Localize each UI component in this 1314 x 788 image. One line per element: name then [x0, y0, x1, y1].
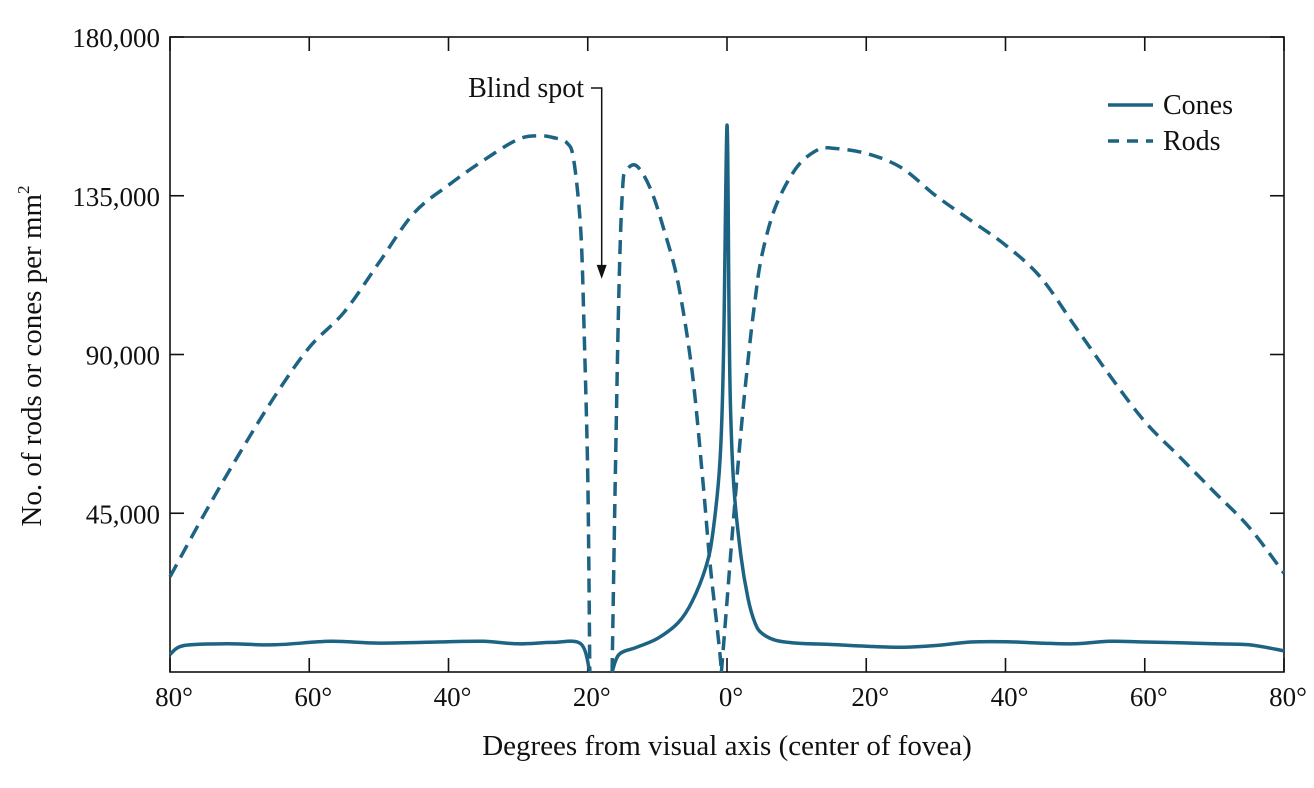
y-axis-title: No. of rods or cones per mm2 [14, 185, 48, 526]
legend-cones-label: Cones [1163, 90, 1233, 121]
series-layer [168, 123, 1286, 673]
legend: Cones Rods [1108, 90, 1233, 157]
y-tick-label: 135,000 [72, 182, 160, 212]
blind-spot-annotation: Blind spot [468, 73, 607, 279]
y-axis-ticks: 45,000 90,000 135,000 180,000 [72, 23, 1284, 529]
legend-rods-label: Rods [1163, 126, 1221, 157]
y-axis-title-main: No. of rods or cones per mm [16, 193, 48, 526]
x-tick-label: 80° [155, 682, 193, 712]
x-tick-label: 60° [294, 682, 332, 712]
x-tick-label: 20° [573, 682, 611, 712]
x-tick-label: 20° [851, 682, 889, 712]
x-tick-label: 80° [1269, 682, 1307, 712]
rods-series-line [719, 145, 1286, 673]
y-tick-label: 90,000 [86, 341, 160, 371]
x-tick-label: 40° [991, 682, 1029, 712]
y-axis-title-superscript: 2 [14, 185, 33, 194]
x-tick-label: 40° [434, 682, 472, 712]
cones-series-line [610, 123, 1285, 673]
y-tick-label: 180,000 [72, 23, 160, 53]
x-tick-label: 60° [1130, 682, 1168, 712]
x-axis-title: Degrees from visual axis (center of fove… [482, 730, 972, 762]
blind-spot-arrowhead [596, 264, 607, 279]
x-tick-label: 0° [719, 682, 743, 712]
x-axis-ticks: 80° 60° 40° 20° 0° 20° 40° 60° 80° [155, 37, 1307, 712]
cones-series-line [168, 639, 592, 673]
blind-spot-leader-line [591, 87, 603, 269]
y-tick-label: 45,000 [86, 499, 160, 529]
rods-series-line [168, 133, 592, 673]
blind-spot-label: Blind spot [468, 73, 584, 104]
rods-series-line [610, 163, 724, 673]
